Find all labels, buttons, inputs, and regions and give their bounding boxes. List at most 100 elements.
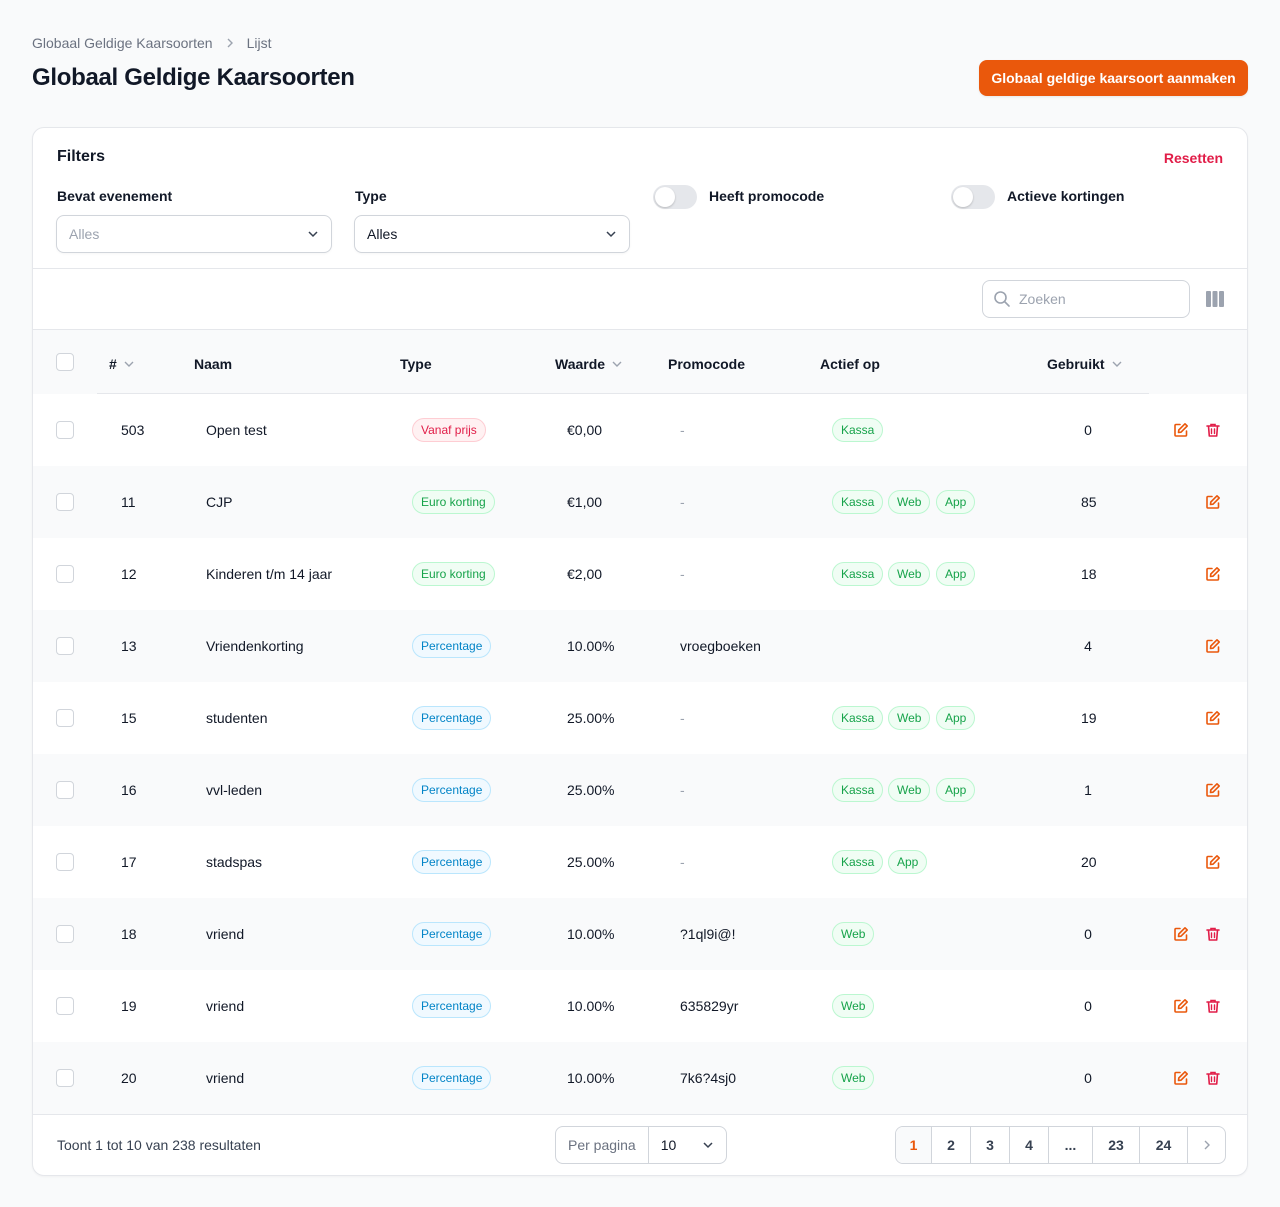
table-row: 16 vvl-leden Percentage 25.00% - Kassa Web App 1 xyxy=(33,754,1247,826)
page-button-23[interactable]: 23 xyxy=(1093,1127,1140,1163)
row-value: 10.00% xyxy=(567,1070,615,1086)
row-name: vriend xyxy=(206,1070,245,1086)
row-promocode: - xyxy=(680,566,685,582)
breadcrumb-parent[interactable]: Globaal Geldige Kaarsoorten xyxy=(32,35,213,51)
row-name: Open test xyxy=(206,422,267,438)
row-name: Vriendenkorting xyxy=(206,638,304,654)
channel-badge: App xyxy=(936,706,976,730)
column-header-promocode: Promocode xyxy=(668,356,746,372)
row-used: 20 xyxy=(1081,854,1097,870)
row-used: 0 xyxy=(1084,1070,1092,1086)
chevron-down-icon xyxy=(1112,361,1122,367)
table-row: 18 vriend Percentage 10.00% ?1ql9i@! Web 0 xyxy=(33,898,1247,970)
per-page-value: 10 xyxy=(660,1137,677,1153)
footer-divider xyxy=(33,1114,1247,1115)
pagination: 1 2 3 4... 23 24 xyxy=(895,1126,1226,1164)
row-checkbox[interactable] xyxy=(56,925,74,943)
edit-icon[interactable] xyxy=(1205,566,1221,582)
type-badge: Euro korting xyxy=(412,562,495,586)
pagination-ellipsis: ... xyxy=(1049,1127,1093,1163)
row-checkbox[interactable] xyxy=(56,493,74,511)
table-row: 20 vriend Percentage 10.00% 7k6?4sj0 Web 0 xyxy=(33,1042,1247,1114)
row-used: 4 xyxy=(1084,638,1092,654)
row-checkbox[interactable] xyxy=(56,421,74,439)
row-checkbox[interactable] xyxy=(56,1069,74,1087)
table-header: # Naam Type Waarde Promocode Actief op G… xyxy=(33,330,1247,394)
trash-icon[interactable] xyxy=(1205,998,1221,1014)
page-button-3[interactable]: 3 xyxy=(971,1127,1010,1163)
edit-icon[interactable] xyxy=(1173,422,1189,438)
type-badge: Percentage xyxy=(412,778,492,802)
row-promocode: - xyxy=(680,494,685,510)
row-checkbox[interactable] xyxy=(56,637,74,655)
search-input[interactable] xyxy=(1019,291,1169,307)
active-discounts-toggle[interactable] xyxy=(951,185,995,209)
trash-icon[interactable] xyxy=(1205,422,1221,438)
event-filter-select[interactable]: Alles xyxy=(56,215,332,253)
row-checkbox[interactable] xyxy=(56,781,74,799)
filters-divider xyxy=(33,268,1247,269)
row-promocode: 7k6?4sj0 xyxy=(680,1070,737,1086)
column-header-id[interactable]: # xyxy=(109,356,134,372)
select-all-checkbox[interactable] xyxy=(56,353,74,371)
promocode-toggle[interactable] xyxy=(653,185,697,209)
row-checkbox[interactable] xyxy=(56,853,74,871)
table-row: 17 stadspas Percentage 25.00% - Kassa App 20 xyxy=(33,826,1247,898)
edit-icon[interactable] xyxy=(1205,638,1221,654)
reset-filters-link[interactable]: Resetten xyxy=(1163,150,1223,166)
channel-badge: Kassa xyxy=(832,418,884,442)
table-row: 11 CJP Euro korting €1,00 - Kassa Web App 85 xyxy=(33,466,1247,538)
table-card: Filters Resetten Bevat evenement Alles T… xyxy=(32,127,1248,1176)
per-page-select[interactable]: Per pagina 10 xyxy=(555,1126,727,1164)
row-name: studenten xyxy=(206,710,268,726)
row-name: Kinderen t/m 14 jaar xyxy=(206,566,333,582)
edit-icon[interactable] xyxy=(1205,854,1221,870)
trash-icon[interactable] xyxy=(1205,1070,1221,1086)
row-value: 10.00% xyxy=(567,998,615,1014)
row-promocode: - xyxy=(680,710,685,726)
edit-icon[interactable] xyxy=(1205,494,1221,510)
channel-badge: Kassa xyxy=(832,490,884,514)
channel-badge: Kassa xyxy=(832,562,884,586)
row-checkbox[interactable] xyxy=(56,565,74,583)
page-button-1[interactable]: 1 xyxy=(896,1127,932,1163)
row-checkbox[interactable] xyxy=(56,709,74,727)
chevron-right-icon xyxy=(227,38,233,48)
columns-toggle-icon[interactable] xyxy=(1205,290,1225,308)
page-button-2[interactable]: 2 xyxy=(932,1127,971,1163)
edit-icon[interactable] xyxy=(1173,926,1189,942)
results-summary: Toont 1 tot 10 van 238 resultaten xyxy=(57,1137,261,1153)
row-used: 0 xyxy=(1084,926,1092,942)
row-id: 503 xyxy=(121,422,145,438)
edit-icon[interactable] xyxy=(1205,710,1221,726)
page-button-24[interactable]: 24 xyxy=(1140,1127,1188,1163)
event-filter-label: Bevat evenement xyxy=(57,188,173,204)
row-id: 13 xyxy=(121,638,137,654)
search-box[interactable] xyxy=(982,280,1190,318)
next-page-button[interactable] xyxy=(1188,1127,1225,1163)
row-id: 17 xyxy=(121,854,137,870)
row-name: vriend xyxy=(206,926,245,942)
row-used: 19 xyxy=(1081,710,1097,726)
filters-title: Filters xyxy=(57,148,106,165)
edit-icon[interactable] xyxy=(1173,1070,1189,1086)
breadcrumb-current: Lijst xyxy=(246,35,272,51)
create-button[interactable]: Globaal geldige kaarsoort aanmaken xyxy=(979,60,1248,96)
channel-badge: Kassa xyxy=(832,850,884,874)
trash-icon[interactable] xyxy=(1205,926,1221,942)
row-checkbox[interactable] xyxy=(56,997,74,1015)
edit-icon[interactable] xyxy=(1205,782,1221,798)
row-promocode: 635829yr xyxy=(680,998,739,1014)
type-filter-select[interactable]: Alles xyxy=(354,215,630,253)
column-header-value[interactable]: Waarde xyxy=(555,356,622,372)
channel-badge: App xyxy=(888,850,928,874)
channel-badge: App xyxy=(936,562,976,586)
page-title: Globaal Geldige Kaarsoorten xyxy=(32,64,355,91)
column-header-name: Naam xyxy=(194,356,233,372)
edit-icon[interactable] xyxy=(1173,998,1189,1014)
chevron-down-icon xyxy=(612,361,622,367)
per-page-label: Per pagina xyxy=(556,1127,649,1163)
column-header-used[interactable]: Gebruikt xyxy=(1047,356,1122,372)
page-button-4[interactable]: 4 xyxy=(1010,1127,1049,1163)
row-used: 85 xyxy=(1081,494,1097,510)
